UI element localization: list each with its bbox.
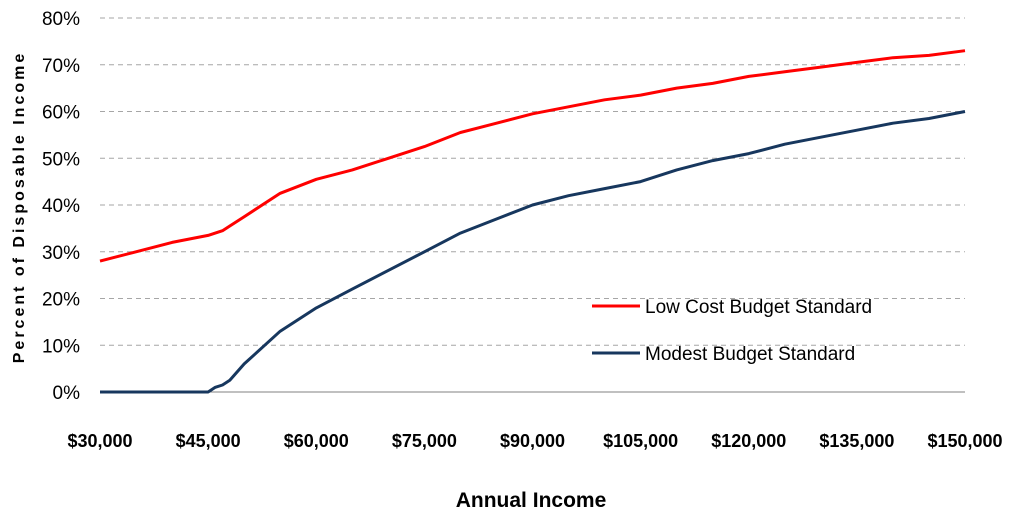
x-tick-label: $60,000 — [284, 431, 349, 451]
y-axis-title: Percent of Disposable Income — [11, 51, 28, 364]
y-tick-label: 20% — [42, 290, 80, 311]
series-lines — [99, 49, 966, 394]
y-tick-labels: 0% 10% 20% 30% 40% 50% 60% 70% 80% — [42, 9, 80, 404]
y-tick-label: 60% — [42, 103, 80, 124]
x-tick-label: $120,000 — [711, 431, 786, 451]
x-tick-label: $75,000 — [392, 431, 457, 451]
x-tick-labels: $30,000 $45,000 $60,000 $75,000 $90,000 $105,… — [67, 431, 1002, 451]
x-tick-label: $30,000 — [67, 431, 132, 451]
y-tick-label: 30% — [42, 243, 80, 264]
legend: Low Cost Budget Standard Modest Budget S… — [592, 297, 872, 365]
y-tick-label: 80% — [42, 9, 80, 30]
x-tick-label: $45,000 — [176, 431, 241, 451]
series-line-0 — [99, 49, 966, 263]
x-tick-label: $105,000 — [603, 431, 678, 451]
y-tick-label: 70% — [42, 56, 80, 77]
x-tick-label: $90,000 — [500, 431, 565, 451]
x-tick-label: $135,000 — [819, 431, 894, 451]
y-tick-label: 50% — [42, 149, 80, 170]
x-axis-title: Annual Income — [456, 489, 607, 512]
y-tick-label: 0% — [53, 383, 81, 404]
series-line-1 — [100, 110, 966, 394]
legend-label-modest: Modest Budget Standard — [645, 344, 855, 365]
x-tick-label: $150,000 — [927, 431, 1002, 451]
y-tick-label: 40% — [42, 196, 80, 217]
legend-label-low-cost: Low Cost Budget Standard — [645, 297, 872, 318]
gridlines — [100, 17, 965, 346]
y-tick-label: 10% — [42, 336, 80, 357]
